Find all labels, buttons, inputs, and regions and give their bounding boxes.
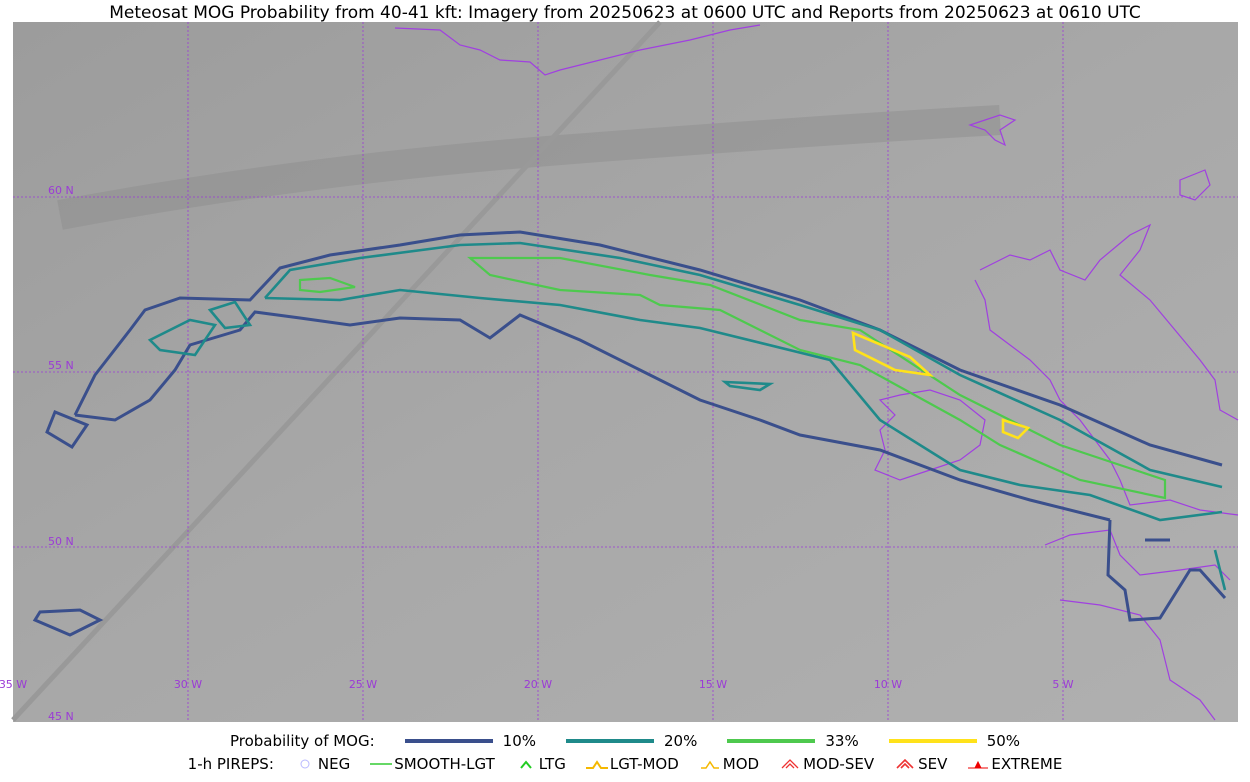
lat-label: 50 N bbox=[48, 535, 74, 548]
latitude-labels: 60 N 55 N 50 N 45 N bbox=[48, 184, 74, 723]
pirep-legend: 1-h PIREPS: NEG SMOOTH-LGT LTG LGT-MOD M… bbox=[0, 755, 1250, 773]
legend-swatch bbox=[404, 739, 493, 743]
coastlines bbox=[394, 24, 1239, 721]
pirep-icon bbox=[300, 759, 310, 769]
legend-label: NEG bbox=[317, 755, 351, 773]
pirep-icon bbox=[519, 760, 532, 769]
map-title: Meteosat MOG Probability from 40-41 kft:… bbox=[109, 3, 1141, 23]
legend-title: Probability of MOG: bbox=[229, 732, 375, 750]
legend-swatch bbox=[727, 739, 816, 743]
lon-label: 30 W bbox=[174, 678, 202, 691]
legend-swatch bbox=[566, 739, 655, 743]
legend-swatch bbox=[888, 739, 977, 743]
lon-label: 35 W bbox=[0, 678, 27, 691]
pirep-icon bbox=[700, 760, 719, 769]
legend-label: MOD-SEV bbox=[803, 755, 875, 773]
pirep-icon bbox=[781, 759, 799, 769]
pirep-icon bbox=[585, 760, 608, 769]
cloud-band bbox=[57, 105, 1001, 230]
pirep-icon bbox=[968, 760, 989, 769]
legend-label: 33% bbox=[825, 732, 859, 750]
lon-label: 10 W bbox=[874, 678, 902, 691]
lon-label: 25 W bbox=[349, 678, 377, 691]
legend-title: 1-h PIREPS: bbox=[187, 755, 274, 773]
legend-label: LTG bbox=[538, 755, 566, 773]
lat-label: 55 N bbox=[48, 359, 74, 372]
legend-label: EXTREME bbox=[991, 755, 1063, 773]
longitude-labels: 35 W 30 W 25 W 20 W 15 W 10 W 5 W bbox=[0, 678, 1074, 691]
legend-label: SEV bbox=[918, 755, 948, 773]
lat-label: 60 N bbox=[48, 184, 74, 197]
lon-label: 5 W bbox=[1052, 678, 1073, 691]
graticule bbox=[13, 22, 1238, 722]
legend-label: 50% bbox=[986, 732, 1021, 750]
lon-label: 15 W bbox=[699, 678, 727, 691]
pirep-icon bbox=[370, 763, 393, 765]
legend-label: LGT-MOD bbox=[609, 755, 679, 773]
lon-label: 20 W bbox=[524, 678, 552, 691]
satellite-track bbox=[11, 20, 662, 722]
legend-label: MOD bbox=[722, 755, 760, 773]
pirep-icon bbox=[896, 759, 914, 769]
legend-label: 10% bbox=[502, 732, 537, 750]
probability-legend: Probability of MOG: 10% 20% 33% 50% bbox=[0, 732, 1250, 750]
probability-contours bbox=[32, 230, 1227, 637]
lat-label: 45 N bbox=[48, 710, 74, 723]
legend-label: 20% bbox=[664, 732, 698, 750]
legend-label: SMOOTH-LGT bbox=[394, 755, 495, 773]
